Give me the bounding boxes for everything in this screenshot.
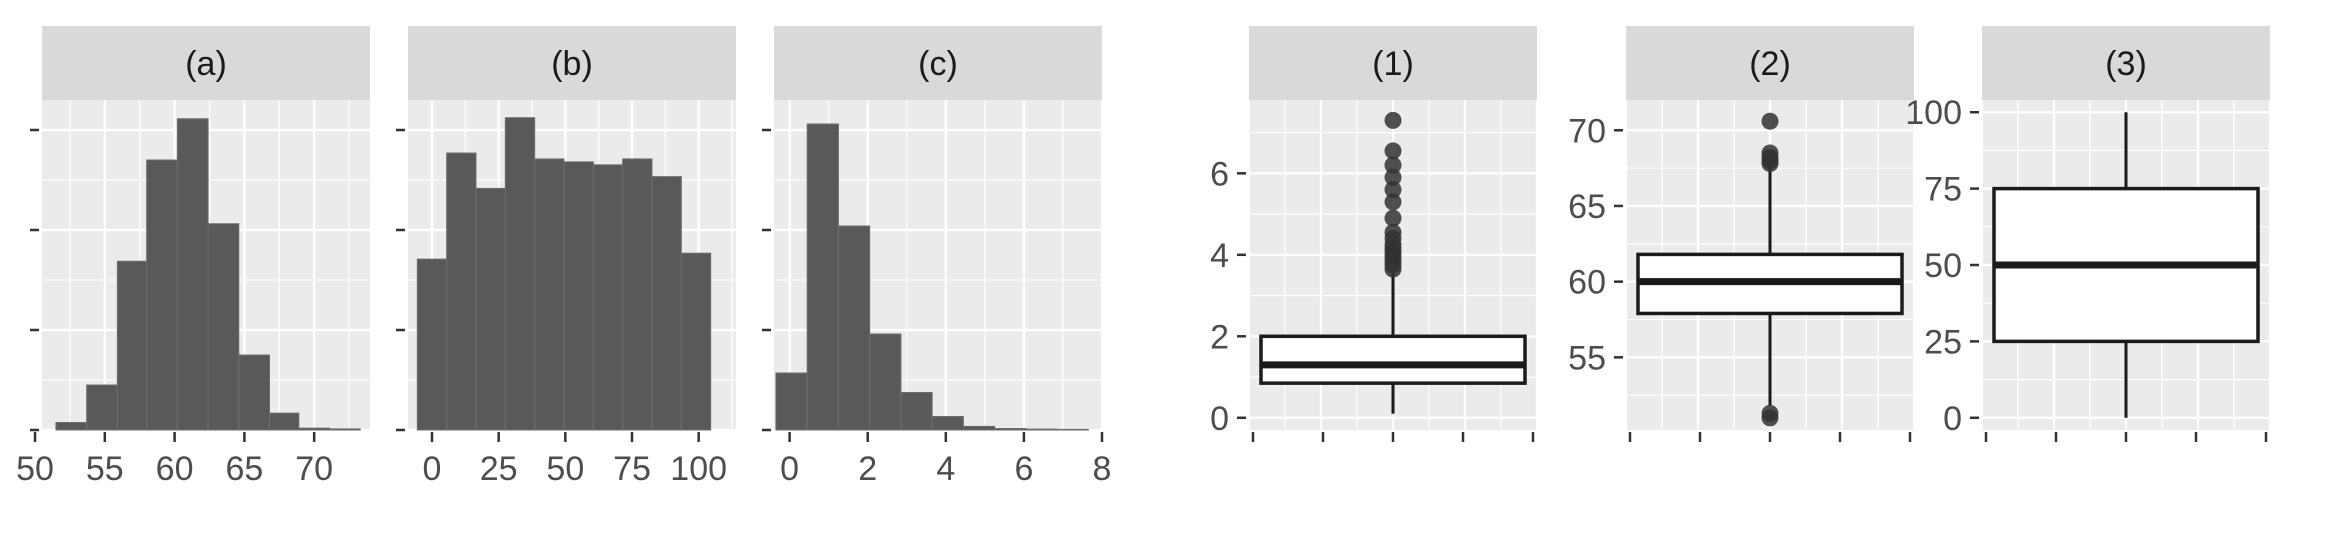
x-tick-label: 100 <box>670 450 727 488</box>
x-tick-label: 4 <box>936 450 955 488</box>
outlier-point <box>1384 142 1402 160</box>
histogram-bar <box>775 372 808 431</box>
facet-strip <box>1982 26 2270 100</box>
y-tick-label: 75 <box>1924 171 1962 209</box>
y-tick-label: 65 <box>1568 188 1606 226</box>
outlier-point <box>1384 156 1402 174</box>
x-tick-label: 0 <box>423 450 442 488</box>
x-tick-label: 65 <box>225 450 263 488</box>
facet-strip <box>1249 26 1537 100</box>
histogram-bar <box>931 416 964 431</box>
histogram-bar <box>329 428 361 431</box>
histogram-bar <box>146 159 178 431</box>
histogram-bar <box>962 425 996 431</box>
facet-label: (3) <box>2105 45 2147 83</box>
outlier-point <box>1384 111 1402 129</box>
outlier-point <box>1384 209 1402 227</box>
x-tick-label: 2 <box>858 450 877 488</box>
chart-text: (a)50 55 60 65 70(b)0 25 50 75 100(c)0 2 4 6 8(1)024… <box>16 45 2147 488</box>
facet-label: (c) <box>918 45 958 83</box>
histogram-bar <box>1025 428 1058 431</box>
x-tick-label: 25 <box>480 450 518 488</box>
histogram-bar <box>994 428 1027 431</box>
outlier-point <box>1384 181 1402 199</box>
y-tick-label: 4 <box>1210 237 1229 275</box>
x-tick-label: 6 <box>1014 450 1033 488</box>
histogram-bar <box>837 225 871 431</box>
outlier-point <box>1761 404 1779 422</box>
histogram-bar <box>116 260 148 431</box>
histogram-bar <box>446 152 477 431</box>
x-tick-label: 50 <box>16 450 54 488</box>
histogram-bar <box>869 333 902 431</box>
y-tick-label: 100 <box>1905 94 1962 132</box>
facet-strip <box>774 26 1102 100</box>
histogram-bar <box>55 422 88 431</box>
x-tick-label: 60 <box>156 450 194 488</box>
histogram-bar <box>416 258 448 431</box>
y-tick-label: 60 <box>1568 264 1606 302</box>
histogram-bar <box>1056 428 1089 431</box>
histogram-bar <box>651 176 682 431</box>
y-tick-label: 25 <box>1924 323 1962 361</box>
histogram-bar <box>504 117 536 431</box>
y-tick-label: 6 <box>1210 155 1229 193</box>
histogram-bar <box>622 158 653 431</box>
chart-marks <box>55 111 2260 431</box>
outlier-point <box>1384 168 1402 186</box>
x-tick-label: 55 <box>86 450 124 488</box>
x-tick-label: 75 <box>613 450 651 488</box>
outlier-point <box>1761 112 1779 130</box>
histogram-bar <box>269 412 300 431</box>
histogram-bar <box>563 161 594 431</box>
facet-strip <box>42 26 370 100</box>
y-tick-label: 50 <box>1924 247 1962 285</box>
facet-label: (2) <box>1749 45 1791 83</box>
outlier-point <box>1384 193 1402 211</box>
histogram-bar <box>238 354 271 431</box>
y-tick-label: 55 <box>1568 339 1606 377</box>
facet-panels <box>30 26 2272 442</box>
histogram-bar <box>900 392 933 431</box>
histogram-bar <box>806 123 839 431</box>
x-tick-label: 70 <box>295 450 333 488</box>
histogram-bar <box>86 384 118 431</box>
y-tick-label: 0 <box>1210 400 1229 438</box>
facet-label: (1) <box>1372 45 1414 83</box>
x-tick-label: 0 <box>780 450 799 488</box>
y-tick-label: 2 <box>1210 318 1229 356</box>
histogram-bar <box>592 164 624 431</box>
facet-label: (b) <box>551 45 593 83</box>
facet-label: (a) <box>185 45 227 83</box>
x-tick-label: 8 <box>1093 450 1112 488</box>
y-tick-label: 70 <box>1568 112 1606 150</box>
facet-strip <box>408 26 736 100</box>
x-tick-label: 50 <box>546 450 584 488</box>
histogram-bar <box>298 427 331 431</box>
facet-strip <box>1626 26 1914 100</box>
y-tick-label: 0 <box>1943 400 1962 438</box>
histogram-bar <box>207 223 240 431</box>
outlier-point <box>1384 223 1402 241</box>
interquartile-box <box>1259 334 1527 385</box>
histogram-bar <box>475 187 506 431</box>
histogram-bar <box>176 118 209 431</box>
histogram-bar <box>534 158 565 431</box>
outlier-point <box>1761 144 1779 162</box>
histogram-bar <box>680 252 712 431</box>
